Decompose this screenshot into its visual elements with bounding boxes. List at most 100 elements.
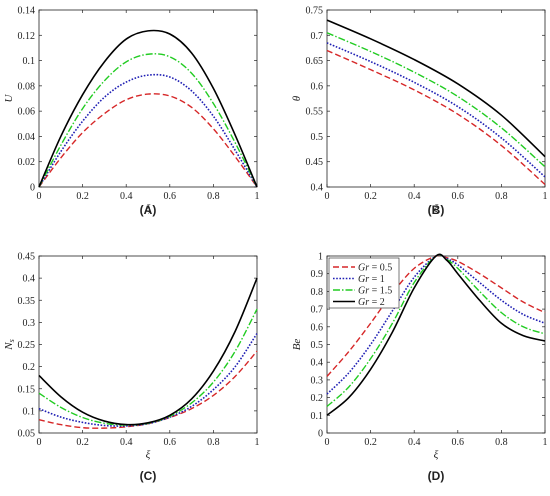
x-tick-label: 0 <box>37 437 42 448</box>
y-axis-label: θ <box>291 95 303 101</box>
y-tick-label: 0.12 <box>18 31 36 42</box>
x-tick-label: 0.8 <box>495 437 508 448</box>
y-tick-label: 0 <box>318 429 323 440</box>
y-tick-label: 0.8 <box>311 287 324 298</box>
series-line-gr-2 <box>38 277 258 426</box>
y-tick-label: 0.1 <box>23 56 36 67</box>
x-axis-label: ξ <box>146 203 151 215</box>
legend-entry: Gr = 0.5 <box>358 263 392 274</box>
y-tick-label: 0.3 <box>23 318 36 329</box>
y-axis-label: U <box>3 93 15 102</box>
legend-entry: Gr = 1 <box>358 274 385 285</box>
y-tick-label: 0.35 <box>18 296 36 307</box>
series-line-gr-0-5 <box>326 49 546 185</box>
legend: Gr = 0.5Gr = 1Gr = 1.5Gr = 2 <box>328 257 400 309</box>
y-tick-label: 0.1 <box>311 411 324 422</box>
series-line-gr-1-5 <box>38 53 258 188</box>
axes-frame <box>326 9 546 188</box>
y-tick-label: 1 <box>318 252 323 263</box>
y-tick-label: 0.4 <box>311 358 324 369</box>
x-tick-label: 0.8 <box>207 191 220 202</box>
x-tick-label: 1 <box>255 437 260 448</box>
y-tick-label: 0.5 <box>311 340 324 351</box>
y-tick-label: 0.02 <box>18 157 36 168</box>
x-axis-label: ξ <box>146 449 151 461</box>
x-tick-label: 0.6 <box>452 437 465 448</box>
x-tick-label: 0 <box>325 437 330 448</box>
legend-entry: Gr = 1.5 <box>358 286 392 297</box>
y-tick-label: 0.15 <box>18 384 36 395</box>
y-tick-label: 0.65 <box>306 56 324 67</box>
panel-label: (B) <box>428 203 445 217</box>
x-tick-label: 0 <box>325 191 330 202</box>
x-tick-label: 0.2 <box>364 191 377 202</box>
series-line-gr-1-5 <box>38 308 258 426</box>
x-tick-label: 0.6 <box>164 437 177 448</box>
x-tick-label: 0.8 <box>207 437 220 448</box>
series-line-gr-0-5 <box>38 350 258 429</box>
series-line-gr-0-5 <box>38 93 258 188</box>
y-axis-label: Ns <box>3 339 16 350</box>
panel-a: 0 0.2 0.4 0.6 0.8 1 0 0.02 0.04 0.06 0.08 0.1 0.12 0.… <box>3 6 260 218</box>
x-axis-label: ξ <box>434 203 439 215</box>
legend-entry: Gr = 2 <box>358 297 385 308</box>
x-tick-label: 1 <box>255 191 260 202</box>
x-tick-label: 1 <box>543 191 548 202</box>
x-tick-label: 0.2 <box>76 191 89 202</box>
y-tick-label: 0.4 <box>311 183 324 194</box>
x-tick-label: 0.2 <box>76 437 89 448</box>
panel-b: 0 0.2 0.4 0.6 0.8 1 0.4 0.45 0.5 0.55 0.6 0.65 0.7 0.… <box>291 6 548 218</box>
axes-frame <box>38 255 258 434</box>
x-tick-label: 0.4 <box>408 437 421 448</box>
series-line-gr-1-5 <box>326 32 546 168</box>
x-tick-label: 0.4 <box>120 437 133 448</box>
panel-d: 0 0.2 0.4 0.6 0.8 1 0 0.1 0.2 0.3 0.4 0.5 0.6 0.7 0.8 0… <box>291 252 548 484</box>
y-tick-label: 0.9 <box>311 269 324 280</box>
y-axis-label: Be <box>291 339 303 351</box>
y-tick-label: 0.2 <box>23 362 36 373</box>
y-tick-label: 0.7 <box>311 31 324 42</box>
y-tick-label: 0.6 <box>311 81 324 92</box>
y-tick-label: 0 <box>30 183 35 194</box>
x-tick-label: 0.6 <box>164 191 177 202</box>
panel-label: (D) <box>428 469 445 483</box>
series-line-gr-2 <box>326 253 546 416</box>
y-tick-label: 0.6 <box>311 322 324 333</box>
y-tick-label: 0.05 <box>18 429 36 440</box>
y-tick-label: 0.75 <box>306 6 324 17</box>
panel-label: (C) <box>140 469 157 483</box>
y-tick-label: 0.14 <box>18 6 36 17</box>
legend-box <box>328 257 400 309</box>
series-line-gr-1 <box>326 42 546 178</box>
panel-label: (A) <box>140 203 157 217</box>
y-tick-label: 0.4 <box>23 274 36 285</box>
axes-frame <box>38 9 258 188</box>
y-tick-label: 0.1 <box>23 406 36 417</box>
y-tick-label: 0.45 <box>306 157 324 168</box>
y-tick-label: 0.45 <box>18 252 36 263</box>
x-tick-label: 0.2 <box>364 437 377 448</box>
y-tick-label: 0.08 <box>18 81 36 92</box>
y-tick-label: 0.2 <box>311 393 324 404</box>
series-line-gr-1 <box>38 333 258 427</box>
x-tick-label: 1 <box>543 437 548 448</box>
y-tick-label: 0.06 <box>18 107 36 118</box>
series-line-gr-0-5 <box>326 254 546 377</box>
y-tick-label: 0.5 <box>311 132 324 143</box>
y-tick-label: 0.55 <box>306 107 324 118</box>
series-line-gr-1 <box>38 73 258 188</box>
y-tick-label: 0.3 <box>311 375 324 386</box>
y-tick-label: 0.04 <box>18 132 36 143</box>
x-tick-label: 0.8 <box>495 191 508 202</box>
y-tick-label: 0.7 <box>311 305 324 316</box>
series-line-gr-2 <box>38 29 258 188</box>
x-axis-label: ξ <box>434 449 439 461</box>
panel-c: 0 0.2 0.4 0.6 0.8 1 0.05 0.1 0.15 0.2 0.25 0.3 0.35 0… <box>3 252 260 484</box>
y-tick-label: 0.25 <box>18 340 36 351</box>
series-line-gr-2 <box>326 19 546 158</box>
x-tick-label: 0.4 <box>408 191 421 202</box>
x-tick-label: 0.4 <box>120 191 133 202</box>
x-tick-label: 0.6 <box>452 191 465 202</box>
x-tick-label: 0 <box>37 191 42 202</box>
